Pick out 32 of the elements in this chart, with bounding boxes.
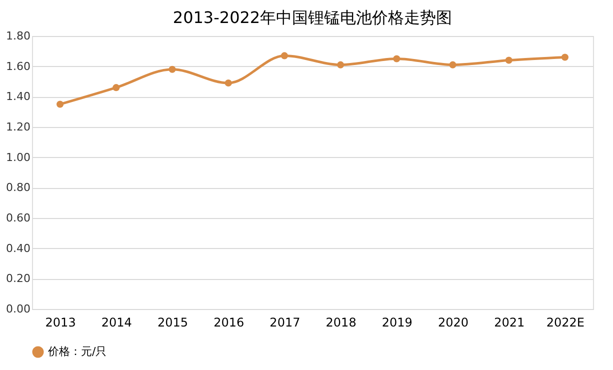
- x-tick-label: 2015: [157, 316, 188, 330]
- y-tick-label: 1.00: [6, 150, 30, 164]
- y-tick-label: 1.80: [6, 30, 30, 42]
- x-tick-label: 2020: [438, 316, 469, 330]
- point: [56, 100, 64, 108]
- y-tick-label: 0.00: [6, 302, 30, 316]
- x-tick-label: 2016: [214, 316, 244, 330]
- point: [449, 61, 456, 68]
- point: [168, 66, 176, 73]
- y-tick-label: 0.20: [6, 272, 30, 286]
- point: [337, 61, 344, 68]
- x-tick-label: 2022E: [546, 316, 585, 330]
- x-tick-label: 2013: [45, 316, 76, 330]
- y-tick-label: 1.40: [6, 90, 30, 104]
- point: [112, 84, 120, 92]
- legend-label: 价格：元/只: [47, 345, 107, 358]
- point: [561, 54, 568, 61]
- y-tick-label: 0.40: [6, 242, 30, 255]
- x-tick-label: 2018: [326, 316, 356, 330]
- y-tick-label: 1.60: [6, 60, 30, 73]
- x-tick-label: 2021: [494, 316, 525, 330]
- chart-title: 2013-2022年中国锂锰电池价格走势图: [172, 8, 452, 27]
- y-tick-label: 1.20: [6, 120, 30, 134]
- x-tick-label: 2017: [270, 316, 300, 330]
- y-tick-label: 0.60: [6, 212, 30, 224]
- x-tick-label: 2019: [382, 316, 412, 330]
- x-tick-label: 2014: [101, 316, 132, 330]
- point: [505, 56, 512, 64]
- y-tick-label: 0.80: [6, 181, 30, 194]
- point: [393, 55, 400, 62]
- point: [224, 79, 232, 87]
- point: [280, 52, 288, 60]
